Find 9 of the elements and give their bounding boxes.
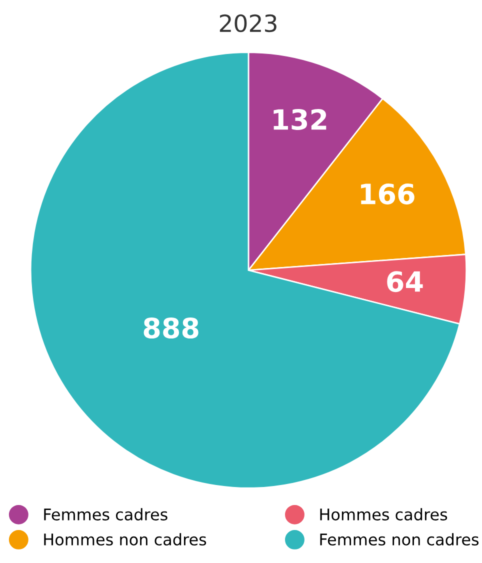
data-label: 166 — [361, 183, 414, 204]
chart-title: 2023 — [220, 14, 276, 32]
data-label: 64 — [387, 271, 423, 292]
legend-label: Femmes non cadres — [320, 533, 479, 546]
data-label: 132 — [274, 108, 326, 130]
legend-label: Hommes cadres — [320, 508, 448, 520]
data-label: 888 — [144, 317, 198, 338]
legend-label: Hommes non cadres — [44, 533, 206, 546]
legend-label: Femmes cadres — [44, 508, 168, 520]
